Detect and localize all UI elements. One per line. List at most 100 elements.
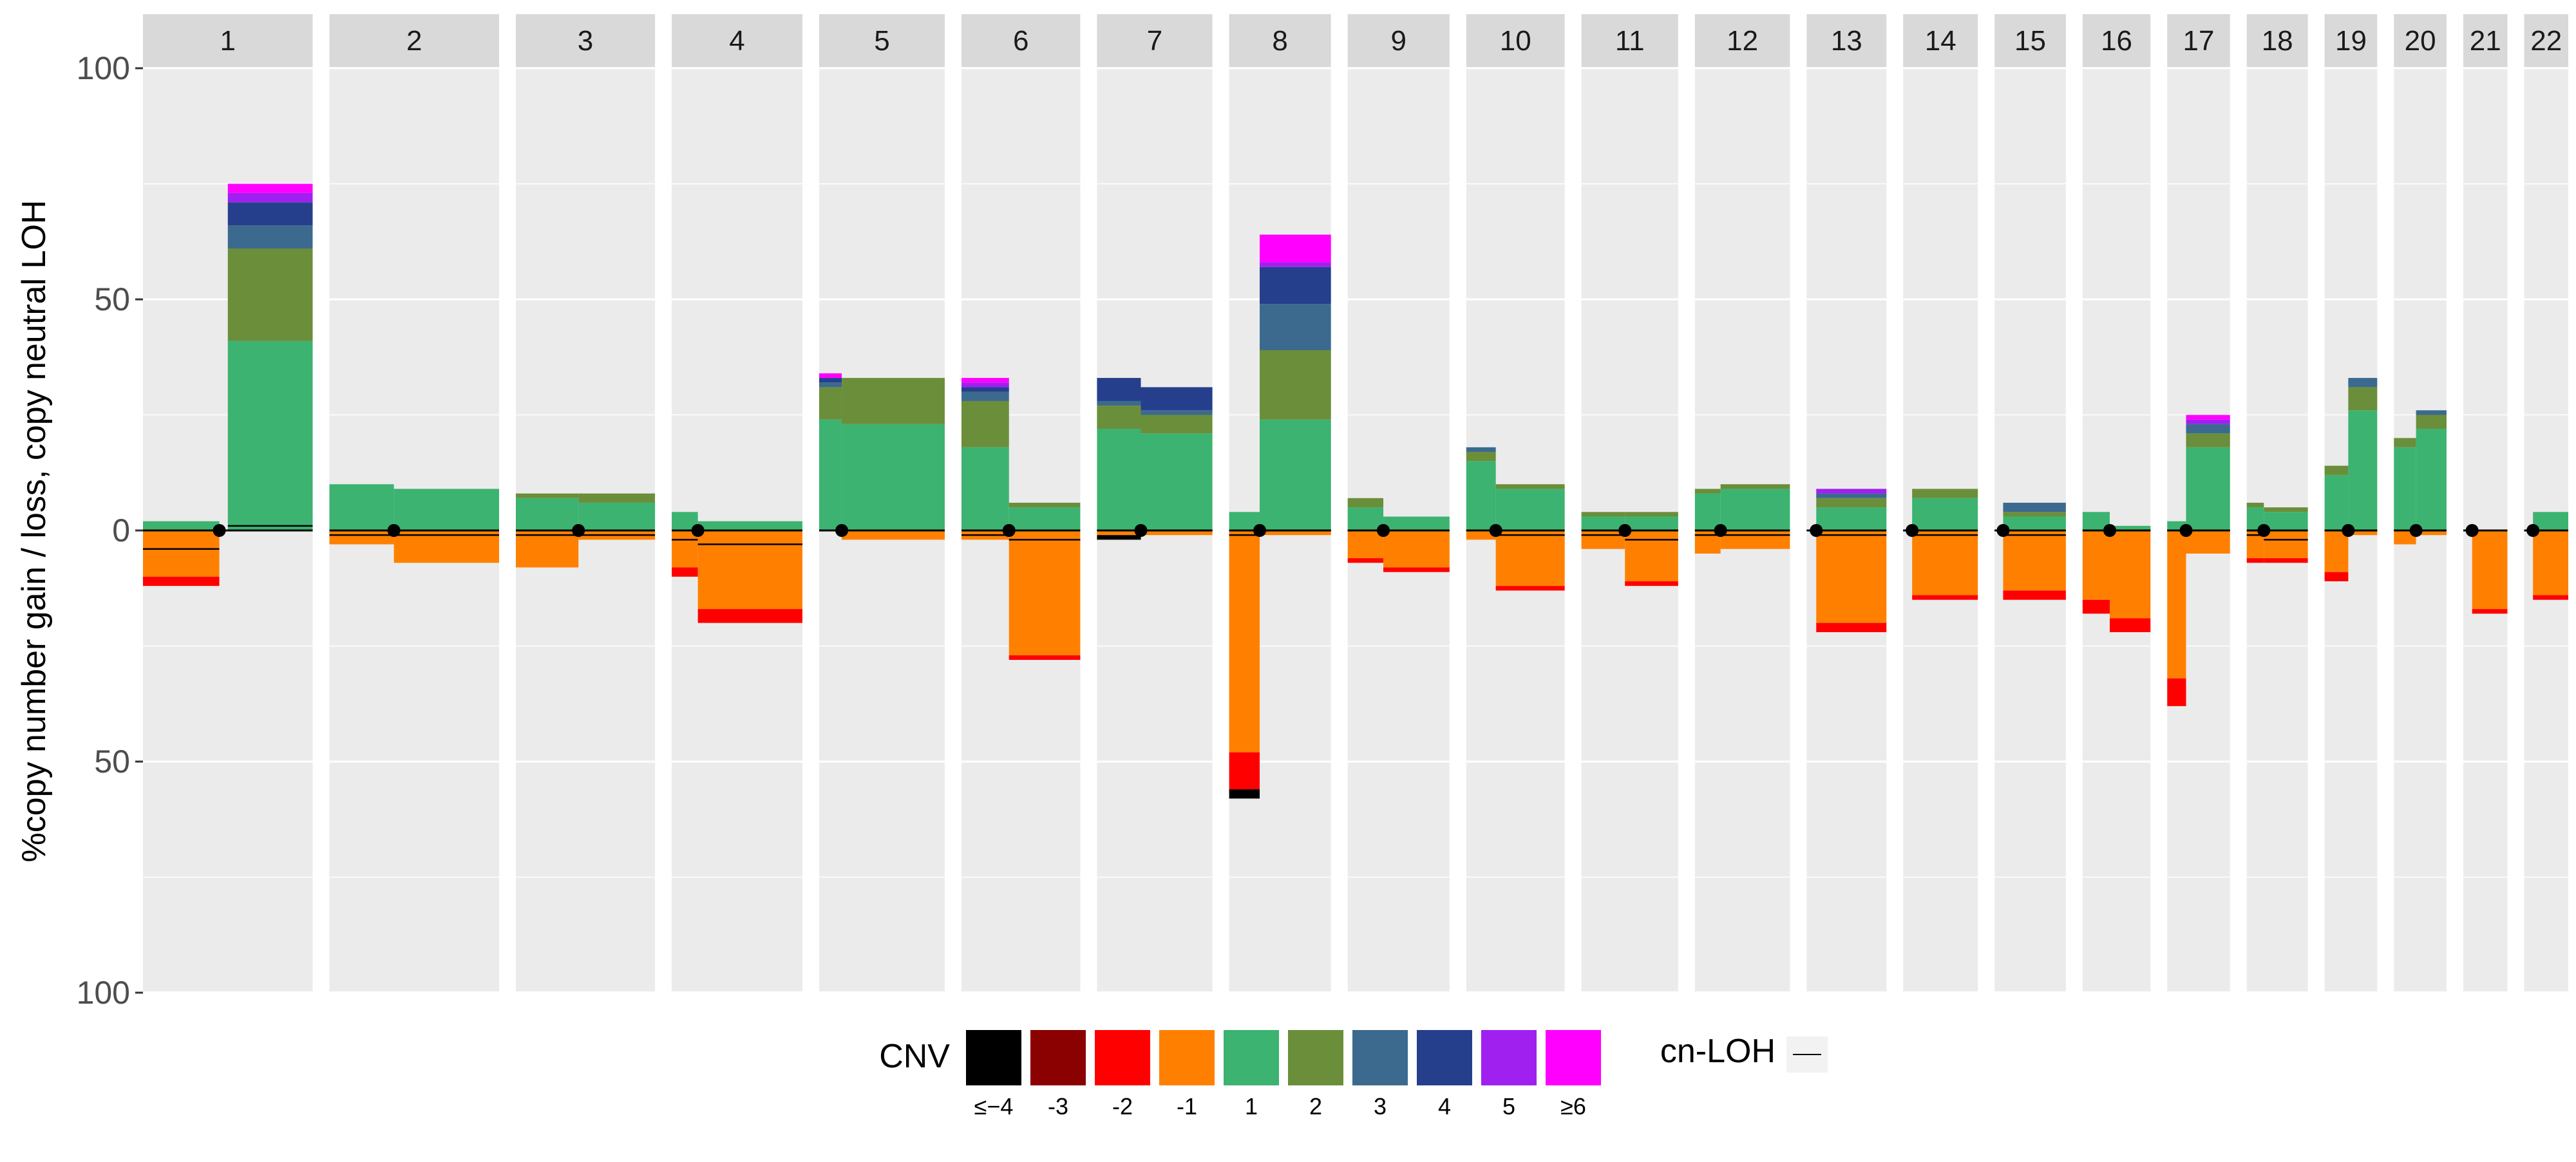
gain-5-area bbox=[1260, 262, 1331, 267]
loss-1-area bbox=[1816, 530, 1887, 623]
loss-1-area bbox=[2348, 530, 2378, 536]
gain-2-area bbox=[2394, 438, 2416, 447]
gain-2-area bbox=[2246, 502, 2264, 508]
loss-1-area bbox=[842, 530, 945, 540]
legend-key-swatch bbox=[1352, 1030, 1408, 1085]
gain-2-area bbox=[1141, 415, 1213, 434]
gain-3-area bbox=[1260, 304, 1331, 350]
gain-3-area bbox=[2348, 378, 2378, 388]
strip-background bbox=[1994, 14, 2066, 67]
strip-background bbox=[2324, 14, 2378, 67]
gain-3-area bbox=[961, 391, 1009, 401]
chromosome-panel-18: 18 bbox=[2246, 14, 2308, 994]
loss-1-area bbox=[2167, 530, 2186, 679]
loss-2-area bbox=[2167, 678, 2186, 706]
chromosome-label: 10 bbox=[1500, 25, 1531, 57]
centromere-marker bbox=[1996, 524, 2010, 537]
loss-1-area bbox=[1912, 530, 1978, 595]
loss-2-area bbox=[2533, 595, 2568, 600]
centromere-marker bbox=[2342, 524, 2355, 537]
legend-cnv-keys: ≤−4 -3 -2 -1 1 2 3 4 5 ≥6 bbox=[966, 1030, 1601, 1120]
loss-1-area bbox=[2394, 530, 2416, 545]
gain-2-area bbox=[1097, 406, 1141, 429]
legend-key-swatch bbox=[1417, 1030, 1472, 1085]
legend-key-label: 4 bbox=[1438, 1093, 1451, 1120]
chromosome-panel-16: 16 bbox=[2082, 14, 2151, 994]
chromosome-panel-17: 17 bbox=[2167, 14, 2230, 994]
chromosome-panel-19: 19 bbox=[2324, 14, 2378, 994]
gain-1-area bbox=[143, 521, 220, 530]
strip-background bbox=[1581, 14, 1678, 67]
loss-1-area bbox=[1466, 530, 1496, 540]
gain-2-area bbox=[842, 378, 945, 424]
loss-1-area bbox=[516, 530, 579, 568]
gain-1-area bbox=[1466, 461, 1496, 530]
loss-2-area bbox=[2246, 558, 2264, 563]
loss-2-area bbox=[1912, 595, 1978, 600]
strip-background bbox=[819, 14, 945, 67]
gain-1-area bbox=[1694, 493, 1721, 530]
loss-1-area bbox=[1347, 530, 1384, 559]
gain-1-area bbox=[329, 484, 394, 530]
chromosome-label: 5 bbox=[874, 25, 889, 57]
chromosome-panel-1: 1 bbox=[143, 14, 313, 994]
gain-1-area bbox=[1383, 516, 1450, 530]
gain-1-area bbox=[1097, 429, 1141, 530]
loss-2-area bbox=[697, 609, 802, 623]
gain-1-area bbox=[1495, 489, 1565, 530]
gain-2-area bbox=[1694, 489, 1721, 494]
strip-background bbox=[2524, 14, 2568, 67]
gain-1-area bbox=[227, 341, 313, 530]
strip-background bbox=[672, 14, 802, 67]
legend-key-swatch bbox=[1159, 1030, 1215, 1085]
gain-2-area bbox=[578, 493, 656, 503]
centromere-marker bbox=[1002, 524, 1016, 537]
gain-1-area bbox=[1260, 419, 1331, 530]
loss-2-area bbox=[2324, 572, 2349, 581]
gain-3-area bbox=[2003, 502, 2066, 512]
chromosome-panel-20: 20 bbox=[2394, 14, 2447, 994]
loss-2-area bbox=[1009, 655, 1081, 661]
legend-key-swatch bbox=[1481, 1030, 1537, 1085]
gain-2-area bbox=[2186, 433, 2230, 447]
loss-1-area bbox=[1260, 530, 1331, 536]
legend-key-swatch bbox=[966, 1030, 1021, 1085]
y-tick-label: 100 bbox=[77, 50, 130, 86]
chromosome-label: 9 bbox=[1391, 25, 1406, 57]
loss-1-area bbox=[143, 530, 220, 577]
centromere-marker bbox=[1618, 524, 1632, 537]
legend-key-swatch bbox=[1030, 1030, 1086, 1085]
centromere-marker bbox=[2526, 524, 2540, 537]
chromosome-panel-4: 4 bbox=[672, 14, 802, 994]
legend-key-label: -2 bbox=[1112, 1093, 1133, 1120]
strip-background bbox=[2394, 14, 2447, 67]
gain-1-area bbox=[2348, 410, 2378, 530]
chromosome-label: 20 bbox=[2405, 25, 2436, 57]
chromosome-label: 22 bbox=[2530, 25, 2562, 57]
loss-1-area bbox=[1229, 530, 1260, 753]
gain-2-area bbox=[2003, 512, 2066, 517]
centromere-marker bbox=[2257, 524, 2271, 537]
legend: CNV ≤−4 -3 -2 -1 1 2 3 4 5 ≥6 cn-LOH bbox=[879, 1030, 1828, 1120]
gain-2-area bbox=[1816, 498, 1887, 508]
loss-1-area bbox=[2264, 530, 2308, 559]
gain-1-area bbox=[1720, 489, 1790, 530]
gain-6-area bbox=[819, 373, 842, 379]
legend-key-swatch bbox=[1546, 1030, 1601, 1085]
gain-1-area bbox=[2394, 447, 2416, 530]
loss-2-area bbox=[143, 576, 220, 586]
chromosome-panel-13: 13 bbox=[1806, 14, 1887, 994]
centromere-marker bbox=[1810, 524, 1823, 537]
gain-1-area bbox=[2264, 512, 2308, 530]
loss-1-area bbox=[1625, 530, 1678, 581]
chromosome-panel-22: 22 bbox=[2524, 14, 2568, 994]
gain-3-area bbox=[2186, 424, 2230, 434]
gain-3-area bbox=[1097, 400, 1141, 406]
chromosome-panel-15: 15 bbox=[1994, 14, 2066, 994]
gain-1-area bbox=[1347, 507, 1384, 530]
gain-6-area bbox=[1260, 234, 1331, 263]
legend-cnv-title: CNV bbox=[879, 1038, 950, 1075]
chromosome-panel-6: 6 bbox=[961, 14, 1081, 994]
